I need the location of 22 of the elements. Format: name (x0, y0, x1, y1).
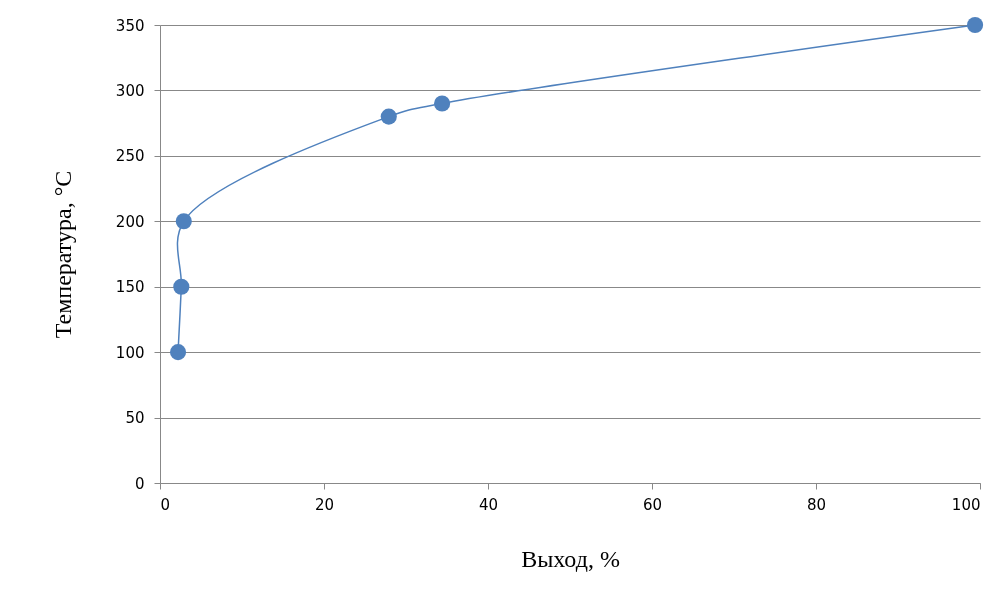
y-tick-label: 300 (115, 81, 145, 100)
x-tick-label: 20 (314, 495, 335, 514)
y-axis-title: Температура, °C (49, 170, 76, 339)
y-tick-label: 150 (115, 278, 145, 297)
x-tick-label: 40 (478, 495, 499, 514)
point (434, 95, 451, 112)
x-tick-label: 60 (642, 495, 663, 514)
point (967, 16, 984, 34)
point (169, 344, 187, 361)
y-tick-label: 50 (125, 409, 145, 428)
point (173, 278, 190, 295)
x-axis-title: Выход, % (521, 545, 620, 572)
x-tick-label: 80 (806, 495, 827, 514)
y-tick-label: 200 (115, 212, 145, 231)
point (380, 108, 397, 125)
y-tick-label: 100 (115, 343, 145, 362)
x-tick-label: 100 (951, 495, 981, 514)
y-tick-label: 350 (115, 16, 145, 35)
y-tick-label: 250 (115, 147, 145, 166)
y-tick-label: 0 (134, 474, 145, 493)
x-tick-label: 0 (160, 495, 171, 514)
point (175, 213, 192, 230)
